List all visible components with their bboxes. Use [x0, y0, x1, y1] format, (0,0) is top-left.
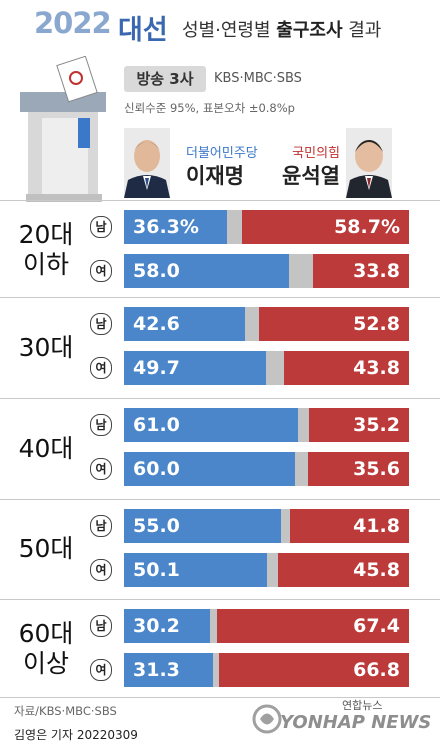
gender-female-badge: 여 [90, 659, 112, 681]
title-year: 2022 [34, 6, 112, 40]
yoon-bar [307, 452, 409, 486]
group-separator [0, 697, 440, 698]
gender-female-badge: 여 [90, 357, 112, 379]
age-group-label-line: 30대 [18, 332, 74, 362]
lee-bar [124, 210, 228, 244]
agency-name-kr: 연합뉴스 [342, 699, 383, 712]
yoon-bar [218, 653, 409, 687]
yoon-name-label: 윤석열 [282, 164, 340, 188]
lee-bar [124, 653, 214, 687]
subtitle-end: 결과 [348, 20, 382, 41]
lee-photo [124, 128, 170, 198]
gender-male-badge: 남 [90, 515, 112, 537]
bar-row: 58.0 33.8 [124, 254, 409, 288]
yoon-value-label: 45.8 [353, 559, 400, 581]
age-group-label: 20대 이하 [6, 220, 86, 280]
yoon-value-label: 33.8 [353, 260, 400, 282]
broadcast-badge: 방송 3사 [124, 66, 206, 92]
lee-bar [124, 307, 246, 341]
reporter-credit: 김영은 기자 20220309 [14, 728, 138, 742]
source-note: 자료/KBS·MBC·SBS [14, 704, 117, 718]
yoon-value-label: 52.8 [353, 313, 400, 335]
lee-bar [124, 609, 211, 643]
lee-value-label: 55.0 [133, 515, 180, 537]
bar-row: 31.3 66.8 [124, 653, 409, 687]
lee-value-label: 60.0 [133, 458, 180, 480]
subtitle-plain: 성별·연령별 [182, 20, 271, 41]
lee-value-label: 49.7 [133, 357, 180, 379]
age-group-label-line: 40대 [18, 433, 74, 463]
lee-value-label: 58.0 [133, 260, 180, 282]
yoon-value-label: 58.7% [334, 216, 400, 238]
lee-party-label: 더불어민주당 [186, 146, 258, 161]
subtitle-bold: 출구조사 [276, 20, 343, 41]
title-subtitle: 성별·연령별 출구조사 결과 [182, 16, 381, 42]
lee-value-label: 50.1 [133, 559, 180, 581]
age-group-label: 50대 [6, 534, 86, 564]
yoon-value-label: 41.8 [353, 515, 400, 537]
lee-bar [124, 408, 298, 442]
yoon-value-label: 67.4 [353, 615, 400, 637]
age-group-label: 30대 [6, 333, 86, 363]
group-separator [0, 398, 440, 399]
gender-male-badge: 남 [90, 615, 112, 637]
gender-female-badge: 여 [90, 458, 112, 480]
yoon-bar [312, 254, 409, 288]
gender-male-badge: 남 [90, 313, 112, 335]
title-election: 대선 [118, 15, 168, 46]
bar-row: 49.7 43.8 [124, 351, 409, 385]
age-group-label-line: 60대 [18, 619, 74, 648]
broadcasters-label: KBS·MBC·SBS [214, 71, 302, 86]
age-group-label-line: 50대 [18, 534, 74, 563]
yoon-value-label: 43.8 [353, 357, 400, 379]
yoon-value-label: 66.8 [353, 659, 400, 681]
bar-row: 61.0 35.2 [124, 408, 409, 442]
yonhap-logo-icon [252, 704, 282, 734]
bar-row: 42.6 52.8 [124, 307, 409, 341]
group-separator [0, 499, 440, 500]
bar-row: 55.0 41.8 [124, 509, 409, 543]
lee-name-label: 이재명 [186, 164, 244, 188]
yoon-bar [289, 509, 409, 543]
yoon-bar [308, 408, 409, 442]
lee-bar [124, 553, 267, 587]
yoon-bar [258, 307, 409, 341]
bar-row: 36.3% 58.7% [124, 210, 409, 244]
age-group-label-line: 이상 [22, 649, 69, 678]
age-group-label: 40대 [6, 434, 86, 464]
confidence-note: 신뢰수준 95%, 표본오차 ±0.8%p [124, 101, 295, 115]
gender-male-badge: 남 [90, 414, 112, 436]
lee-value-label: 31.3 [133, 659, 180, 681]
lee-bar [124, 509, 281, 543]
yoon-bar [284, 351, 409, 385]
gender-male-badge: 남 [90, 216, 112, 238]
lee-value-label: 42.6 [133, 313, 180, 335]
agency-name-en: YONHAP NEWS [280, 712, 432, 733]
lee-bar [124, 254, 290, 288]
group-separator [0, 297, 440, 298]
lee-bar [124, 351, 266, 385]
age-group-label-line: 이하 [22, 250, 69, 279]
age-group-label: 60대 이상 [6, 619, 86, 679]
lee-bar [124, 452, 295, 486]
yoon-value-label: 35.2 [353, 414, 400, 436]
yoon-bar [216, 609, 409, 643]
lee-value-label: 30.2 [133, 615, 180, 637]
lee-value-label: 36.3% [133, 216, 199, 238]
lee-value-label: 61.0 [133, 414, 180, 436]
yoon-photo [346, 128, 392, 198]
yoon-bar [241, 210, 409, 244]
bar-row: 60.0 35.6 [124, 452, 409, 486]
group-separator [0, 200, 440, 201]
yoon-party-label: 국민의힘 [292, 146, 340, 161]
group-separator [0, 599, 440, 600]
age-group-label-line: 20대 [18, 220, 74, 249]
gender-female-badge: 여 [90, 559, 112, 581]
yoon-value-label: 35.6 [353, 458, 400, 480]
bar-row: 30.2 67.4 [124, 609, 409, 643]
gender-female-badge: 여 [90, 260, 112, 282]
bar-row: 50.1 45.8 [124, 553, 409, 587]
ballot-box-icon [20, 56, 106, 202]
yoon-bar [278, 553, 409, 587]
